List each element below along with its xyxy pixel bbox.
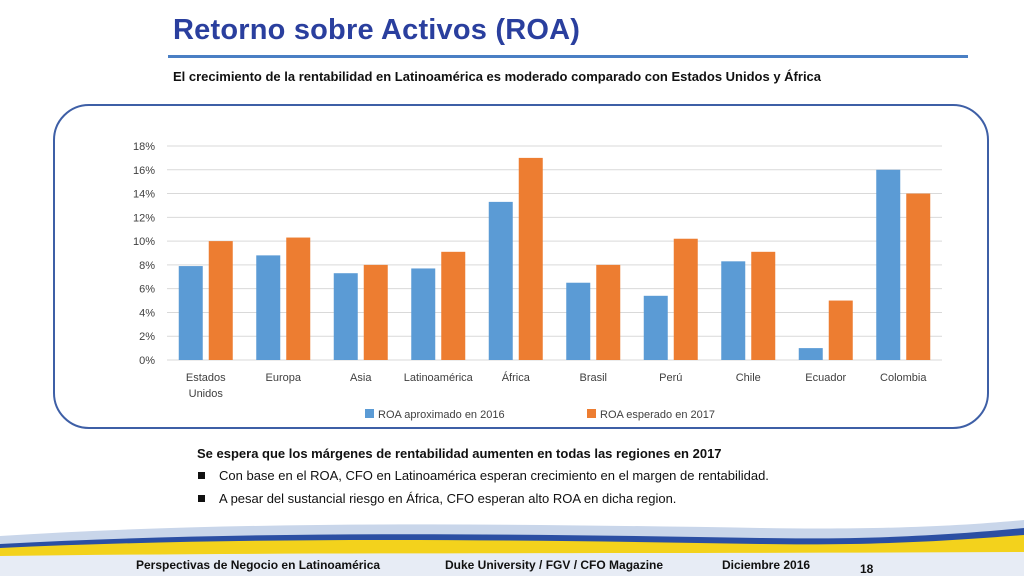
y-tick-label: 14% (133, 189, 155, 201)
notes-bullet-text: Con base en el ROA, CFO en Latinoamérica… (219, 468, 769, 483)
bar-roa-2017 (828, 300, 853, 360)
bar-roa-2017 (518, 157, 543, 360)
bar-roa-2016 (798, 348, 823, 360)
y-tick-label: 16% (133, 165, 155, 177)
legend-label: ROA aproximado en 2016 (378, 409, 505, 421)
footer-decorative-waves (0, 520, 1024, 576)
bar-roa-2016 (488, 201, 513, 360)
x-category-label: Estados (186, 372, 226, 384)
bar-roa-2016 (411, 268, 436, 360)
roa-bar-chart: 0% 2% 4% 6% 8% 10% 12% 14% 16% 18% Estados Unidos Eu… (133, 141, 942, 421)
legend-swatch (587, 409, 596, 418)
bar-roa-2016 (178, 266, 203, 360)
slide-subtitle: El crecimiento de la rentabilidad en Lat… (173, 69, 822, 84)
bar-roa-2016 (333, 273, 358, 360)
slide-title: Retorno sobre Activos (ROA) (173, 14, 581, 46)
notes-bullet-item: Con base en el ROA, CFO en Latinoamérica… (197, 468, 957, 484)
bar-roa-2017 (596, 264, 621, 360)
bar-roa-2017 (286, 237, 311, 360)
bar-roa-2016 (721, 261, 746, 360)
bar-roa-2016 (643, 295, 668, 360)
bar-roa-2017 (363, 264, 388, 360)
bar-roa-2016 (256, 255, 281, 360)
notes-section: Se espera que los márgenes de rentabilid… (197, 446, 957, 514)
bar-roa-2016 (566, 282, 591, 360)
y-tick-label: 18% (133, 141, 155, 153)
x-category-label: Europa (266, 372, 302, 384)
notes-bullet-item: A pesar del sustancial riesgo en África,… (197, 491, 957, 507)
slide-footer: Perspectivas de Negocio en Latinoamérica… (0, 556, 1024, 576)
x-category-label: Latinoamérica (404, 372, 474, 384)
legend-swatch (365, 409, 374, 418)
y-tick-label: 4% (139, 307, 155, 319)
x-category-label: Chile (736, 372, 761, 384)
legend-label: ROA esperado en 2017 (600, 409, 715, 421)
y-tick-label: 10% (133, 236, 155, 248)
bar-roa-2017 (441, 251, 466, 360)
square-bullet-icon (198, 472, 205, 479)
footer-left-text: Perspectivas de Negocio en Latinoamérica (136, 558, 381, 572)
x-category-label: Unidos (189, 388, 224, 400)
bar-roa-2016 (876, 169, 901, 360)
x-category-label: Asia (350, 372, 372, 384)
bar-roa-2017 (673, 238, 698, 360)
y-tick-label: 2% (139, 331, 155, 343)
x-category-label: Colombia (880, 372, 927, 384)
y-tick-label: 0% (139, 355, 155, 367)
page-number: 18 (860, 562, 874, 576)
x-category-label: Perú (659, 372, 682, 384)
x-category-label: Brasil (579, 372, 607, 384)
bar-roa-2017 (208, 241, 233, 360)
bar-roa-2017 (906, 193, 931, 360)
bar-roa-2017 (751, 251, 776, 360)
chart-frame: 0% 2% 4% 6% 8% 10% 12% 14% 16% 18% Estados Unidos Eu… (53, 104, 989, 429)
y-tick-label: 6% (139, 284, 155, 296)
notes-bullet-text: A pesar del sustancial riesgo en África,… (219, 491, 677, 506)
x-category-label: África (502, 371, 531, 384)
y-tick-label: 8% (139, 260, 155, 272)
footer-date: Diciembre 2016 (722, 558, 811, 572)
title-underline (168, 55, 968, 58)
notes-heading: Se espera que los márgenes de rentabilid… (197, 446, 722, 461)
x-category-label: Ecuador (805, 372, 846, 384)
y-tick-label: 12% (133, 212, 155, 224)
square-bullet-icon (198, 495, 205, 502)
footer-center-text: Duke University / FGV / CFO Magazine (445, 558, 664, 572)
notes-list: Con base en el ROA, CFO en Latinoamérica… (197, 468, 957, 507)
